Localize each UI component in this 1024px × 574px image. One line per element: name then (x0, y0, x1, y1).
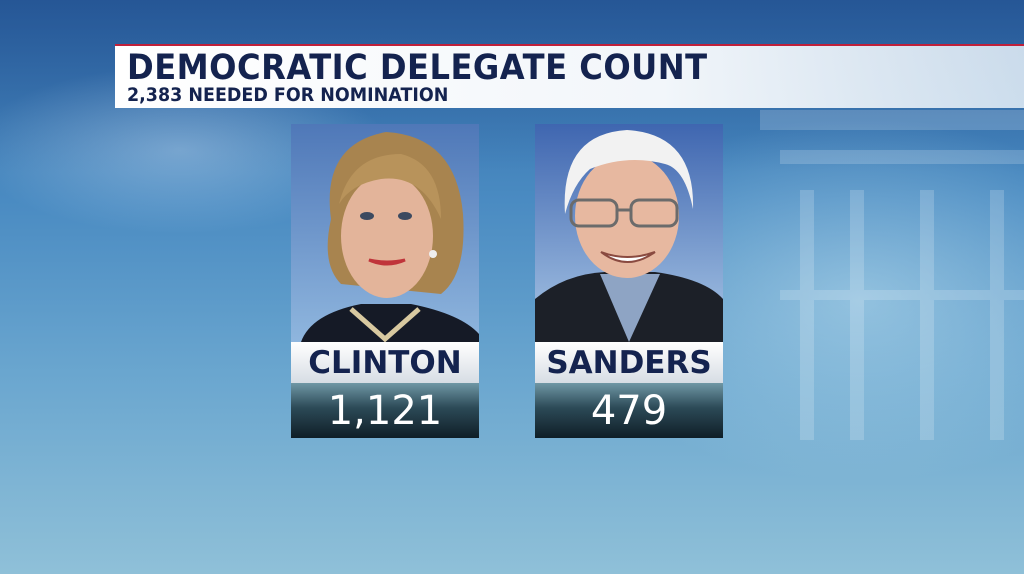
title-bar: DEMOCRATIC DELEGATE COUNT 2,383 NEEDED F… (115, 44, 1024, 108)
candidate-photo (535, 124, 723, 342)
delegate-count: 1,121 (291, 383, 479, 438)
candidate-name: CLINTON (291, 342, 479, 383)
candidate-name: SANDERS (535, 342, 723, 383)
page-subtitle: 2,383 NEEDED FOR NOMINATION (127, 84, 449, 106)
candidate-card-clinton: CLINTON 1,121 (291, 124, 479, 438)
white-house-watermark (760, 110, 1024, 440)
candidate-card-sanders: SANDERS 479 (535, 124, 723, 438)
candidate-photo (291, 124, 479, 342)
page-title: DEMOCRATIC DELEGATE COUNT (127, 48, 708, 88)
delegate-count: 479 (535, 383, 723, 438)
